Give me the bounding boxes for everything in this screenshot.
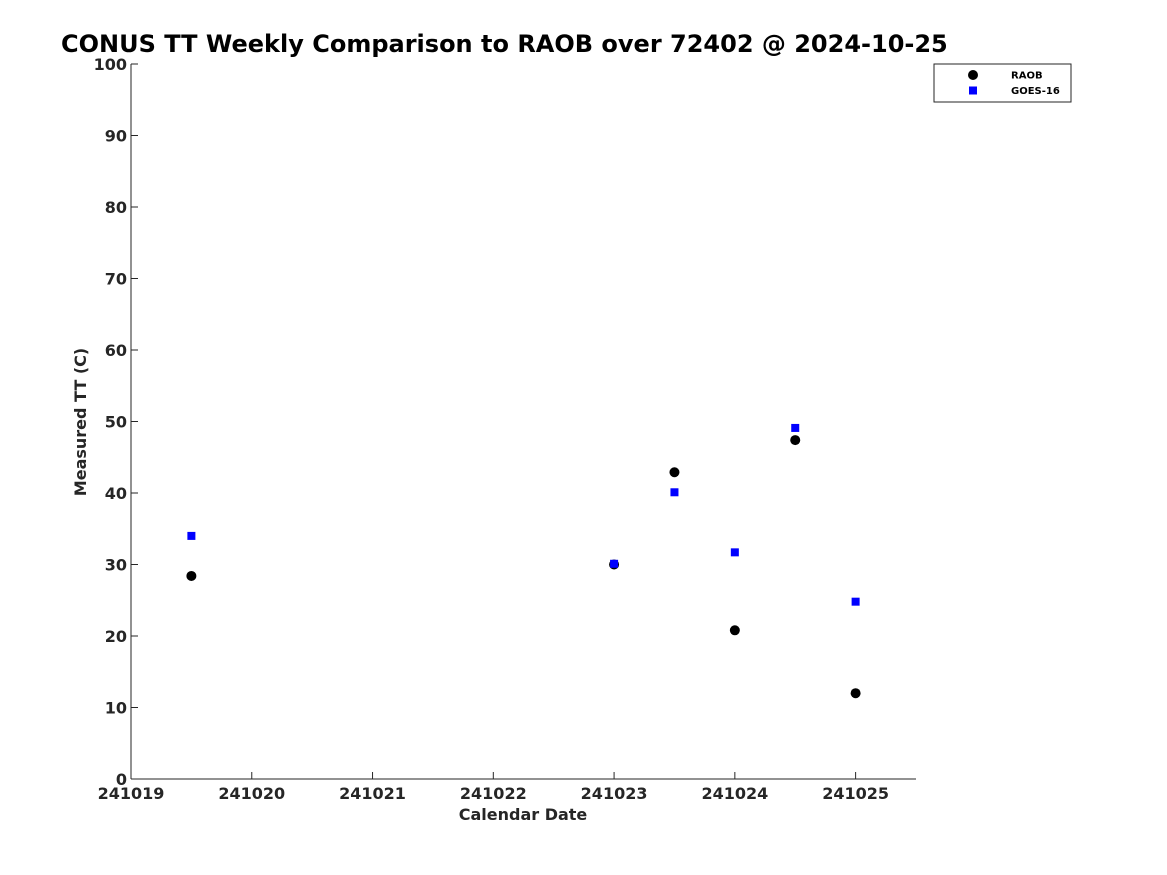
x-tick-label: 241025 — [822, 784, 889, 803]
axes — [130, 64, 916, 780]
legend-box — [933, 63, 1072, 103]
point-goes16 — [791, 423, 800, 432]
point-raob — [790, 435, 801, 446]
x-tick-label: 241022 — [460, 784, 527, 803]
point-raob — [186, 570, 197, 581]
legend-marker-raob — [968, 70, 978, 80]
legend-label-raob: RAOB — [1011, 71, 1043, 82]
y-tick-label: 80 — [105, 198, 127, 217]
data-points — [186, 423, 861, 699]
y-tick-label: 40 — [105, 484, 127, 503]
x-axis-label: Calendar Date — [459, 805, 588, 824]
y-tick-label: 50 — [105, 413, 127, 432]
point-goes16 — [187, 531, 196, 540]
y-tick-label: 100 — [94, 55, 127, 74]
point-goes16 — [610, 559, 619, 568]
x-tick-label: 241019 — [98, 784, 165, 803]
y-tick-label: 90 — [105, 127, 127, 146]
point-raob — [669, 467, 680, 478]
y-tick-label: 10 — [105, 699, 127, 718]
legend-label-goes16: GOES-16 — [1011, 86, 1060, 97]
y-tick-label: 60 — [105, 341, 127, 360]
point-goes16 — [670, 488, 679, 497]
point-raob — [729, 625, 740, 636]
chart-title: CONUS TT Weekly Comparison to RAOB over … — [61, 30, 948, 58]
y-tick-label: 30 — [105, 556, 127, 575]
y-tick-label: 0 — [116, 770, 127, 789]
point-goes16 — [730, 548, 739, 557]
legend: RAOB GOES-16 — [933, 63, 1072, 103]
point-goes16 — [851, 597, 860, 606]
y-tick-label: 20 — [105, 627, 127, 646]
point-raob — [850, 688, 861, 699]
y-ticks: 0 10 20 30 40 50 60 70 80 90 100 — [94, 55, 138, 789]
x-tick-label: 241023 — [581, 784, 648, 803]
y-axis-label: Measured TT (C) — [71, 348, 90, 496]
legend-marker-goes16 — [969, 86, 977, 95]
x-tick-label: 241021 — [339, 784, 406, 803]
x-tick-label: 241020 — [218, 784, 285, 803]
x-ticks: 241019 241020 241021 241022 241023 241024 2410… — [98, 772, 889, 803]
y-tick-label: 70 — [105, 270, 127, 289]
x-tick-label: 241024 — [701, 784, 768, 803]
